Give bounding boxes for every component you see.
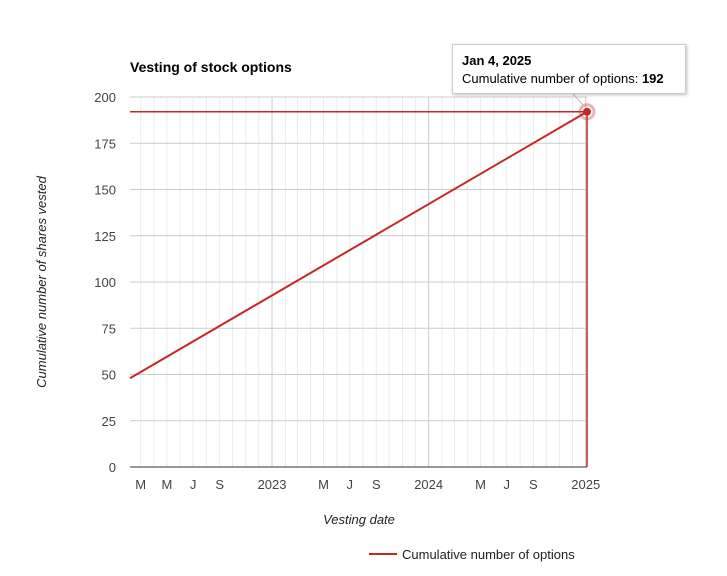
tooltip-label: Cumulative number of options: xyxy=(462,71,639,86)
x-tick-label: 2025 xyxy=(571,477,600,492)
x-tick-label: 2023 xyxy=(258,477,287,492)
tooltip-value: 192 xyxy=(641,71,664,86)
y-tick-label: 200 xyxy=(94,90,116,105)
y-tick-label: 75 xyxy=(102,321,116,336)
legend-label: Cumulative number of options xyxy=(402,547,575,562)
y-tick-label: 50 xyxy=(102,368,116,383)
y-tick-label: 25 xyxy=(102,414,116,429)
x-tick-label: S xyxy=(215,477,224,492)
x-tick-label: M xyxy=(475,477,486,492)
data-point xyxy=(583,107,591,116)
y-tick-label: 100 xyxy=(94,275,116,290)
legend[interactable]: Cumulative number of options xyxy=(369,547,575,562)
x-tick-label: S xyxy=(529,477,538,492)
x-tick-label: M xyxy=(135,477,146,492)
x-tick-label: M xyxy=(318,477,329,492)
y-axis-title-group: Cumulative number of shares vested xyxy=(34,175,49,387)
x-tick-label: S xyxy=(372,477,381,492)
y-tick-label: 125 xyxy=(94,229,116,244)
y-tick-label: 175 xyxy=(94,136,116,151)
y-tick-label: 0 xyxy=(109,460,116,475)
gridlines xyxy=(130,96,587,467)
series-line xyxy=(129,110,588,380)
series-layer xyxy=(129,93,596,467)
highlight-ring xyxy=(578,103,596,121)
y-axis-title: Cumulative number of shares vested xyxy=(34,175,49,387)
chart-title: Vesting of stock options xyxy=(130,59,292,75)
x-tick-label: 2024 xyxy=(414,477,443,492)
x-tick-label: M xyxy=(161,477,172,492)
x-tick-label: J xyxy=(190,477,197,492)
tooltip-pointer xyxy=(572,93,585,107)
x-tick-label: J xyxy=(346,477,353,492)
x-axis-title: Vesting date xyxy=(323,512,395,527)
y-tick-label: 150 xyxy=(94,183,116,198)
data-tooltip: Jan 4, 2025 Cumulative number of options… xyxy=(452,44,686,94)
tooltip-body: Cumulative number of options: 192 xyxy=(462,71,676,86)
tooltip-date: Jan 4, 2025 xyxy=(462,53,532,68)
x-tick-label: J xyxy=(504,477,511,492)
